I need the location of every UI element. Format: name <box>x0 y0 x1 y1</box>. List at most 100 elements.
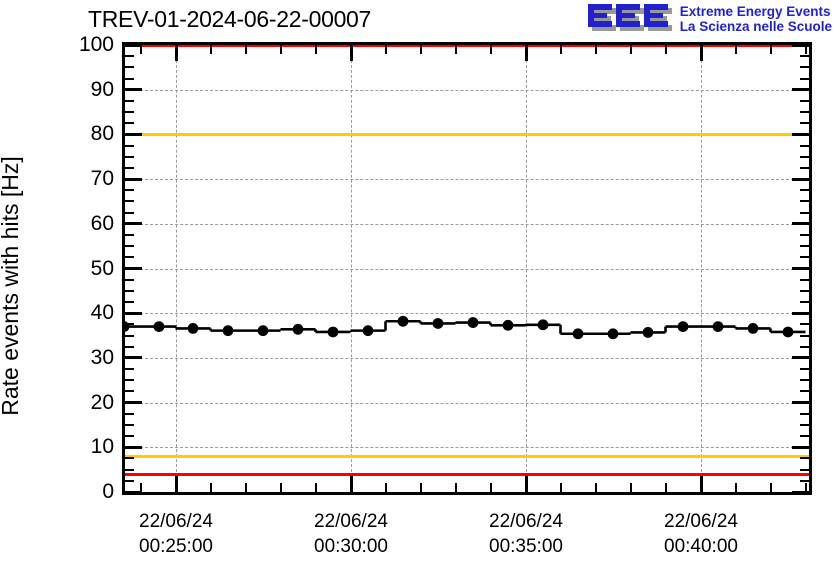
y-tick-label: 70 <box>90 167 114 191</box>
axis-tick-y <box>792 222 809 226</box>
data-series <box>125 315 806 340</box>
plot-frame <box>122 42 812 495</box>
axis-tick-y <box>800 334 809 337</box>
axis-tick-y <box>125 45 142 47</box>
axis-tick-y <box>800 345 809 348</box>
axis-tick-y <box>792 177 809 181</box>
axis-tick-y <box>125 166 134 169</box>
gridline-horizontal <box>125 89 809 91</box>
axis-tick-y <box>125 267 142 270</box>
reference-line-lower-alarm <box>125 472 809 476</box>
axis-tick-x <box>560 483 562 492</box>
axis-tick-y <box>800 390 809 393</box>
axis-tick-y <box>125 379 134 382</box>
gridline-horizontal <box>125 268 809 270</box>
eee-logo-text: Extreme Energy Events La Scienza nelle S… <box>680 4 832 34</box>
y-tick-label: 90 <box>90 77 114 101</box>
axis-tick-y <box>125 200 134 203</box>
axis-tick-y <box>800 66 809 69</box>
axis-tick-x <box>420 45 422 54</box>
axis-tick-y <box>125 245 134 248</box>
axis-tick-y <box>800 211 809 214</box>
axis-tick-x <box>315 45 317 54</box>
x-tick-label-time: 00:25:00 <box>139 536 213 558</box>
axis-tick-y <box>800 289 809 292</box>
axis-tick-x <box>805 483 807 492</box>
axis-tick-y <box>125 479 134 482</box>
gridline-vertical <box>701 45 702 492</box>
axis-tick-x <box>280 45 282 54</box>
axis-tick-y <box>800 368 809 371</box>
gridline-horizontal <box>125 447 809 449</box>
y-tick-label: 80 <box>90 122 114 146</box>
axis-tick-y <box>800 468 809 471</box>
axis-tick-y <box>125 468 134 471</box>
axis-tick-x <box>174 476 178 492</box>
page-title: TREV-01-2024-06-22-00007 <box>88 6 372 32</box>
axis-tick-x <box>455 483 457 492</box>
axis-tick-x <box>490 483 492 492</box>
axis-tick-y <box>800 278 809 281</box>
y-tick-label: 30 <box>90 345 114 369</box>
axis-tick-y <box>792 311 809 315</box>
axis-tick-y <box>125 368 134 371</box>
axis-tick-y <box>125 390 134 393</box>
axis-tick-y <box>125 132 142 136</box>
axis-tick-y <box>800 412 809 415</box>
axis-tick-y <box>800 256 809 259</box>
axis-tick-y <box>125 457 134 460</box>
y-tick-label: 100 <box>78 33 114 56</box>
axis-tick-x <box>210 483 212 492</box>
axis-tick-y <box>125 256 134 259</box>
x-tick-label: 22/06/24 00:40:00 <box>664 509 738 559</box>
axis-tick-y <box>800 301 809 304</box>
axis-tick-x <box>770 45 772 54</box>
axis-tick-x <box>140 45 142 54</box>
axis-tick-y <box>800 479 809 482</box>
axis-tick-y <box>125 401 142 405</box>
axis-tick-y <box>125 445 142 449</box>
axis-tick-y <box>125 155 134 158</box>
eee-logo-line1: Extreme Energy Events <box>679 3 831 19</box>
axis-tick-y <box>792 132 809 136</box>
axis-tick-y <box>800 166 809 169</box>
reference-line-upper-warning <box>125 132 809 136</box>
axis-tick-y <box>800 155 809 158</box>
axis-tick-y <box>792 401 809 405</box>
gridline-vertical <box>526 45 527 492</box>
x-tick-label-date: 22/06/24 <box>314 511 388 532</box>
axis-tick-y <box>800 457 809 460</box>
axis-tick-x <box>595 483 597 492</box>
axis-tick-y <box>792 356 809 360</box>
axis-tick-x <box>735 483 737 492</box>
axis-tick-y <box>800 55 809 58</box>
axis-tick-y <box>125 88 142 92</box>
axis-tick-y <box>125 66 134 69</box>
axis-tick-x <box>665 45 667 54</box>
axis-tick-y <box>800 122 809 125</box>
axis-tick-x <box>524 45 528 61</box>
x-tick-label-date: 22/06/24 <box>489 511 563 532</box>
gridline-horizontal <box>125 357 809 359</box>
plot-area <box>125 45 809 492</box>
axis-tick-y <box>125 99 134 102</box>
axis-tick-x <box>385 483 387 492</box>
axis-tick-x <box>630 483 632 492</box>
axis-tick-y <box>792 445 809 449</box>
axis-tick-x <box>420 483 422 492</box>
axis-tick-y <box>800 99 809 102</box>
x-tick-label-time: 00:30:00 <box>314 536 388 558</box>
axis-tick-x <box>385 45 387 54</box>
axis-tick-x <box>349 476 353 492</box>
x-axis-tick-labels: 22/06/24 00:25:00 22/06/24 00:30:00 22/06/24… <box>0 503 836 567</box>
axis-tick-y <box>800 144 809 147</box>
gridline-vertical <box>176 45 177 492</box>
axis-tick-x <box>770 483 772 492</box>
axis-tick-x <box>560 45 562 54</box>
axis-tick-y <box>125 111 134 114</box>
reference-line-lower-warning <box>125 454 809 458</box>
axis-tick-y <box>800 233 809 236</box>
axis-tick-x <box>490 45 492 54</box>
y-tick-label: 50 <box>90 256 114 280</box>
